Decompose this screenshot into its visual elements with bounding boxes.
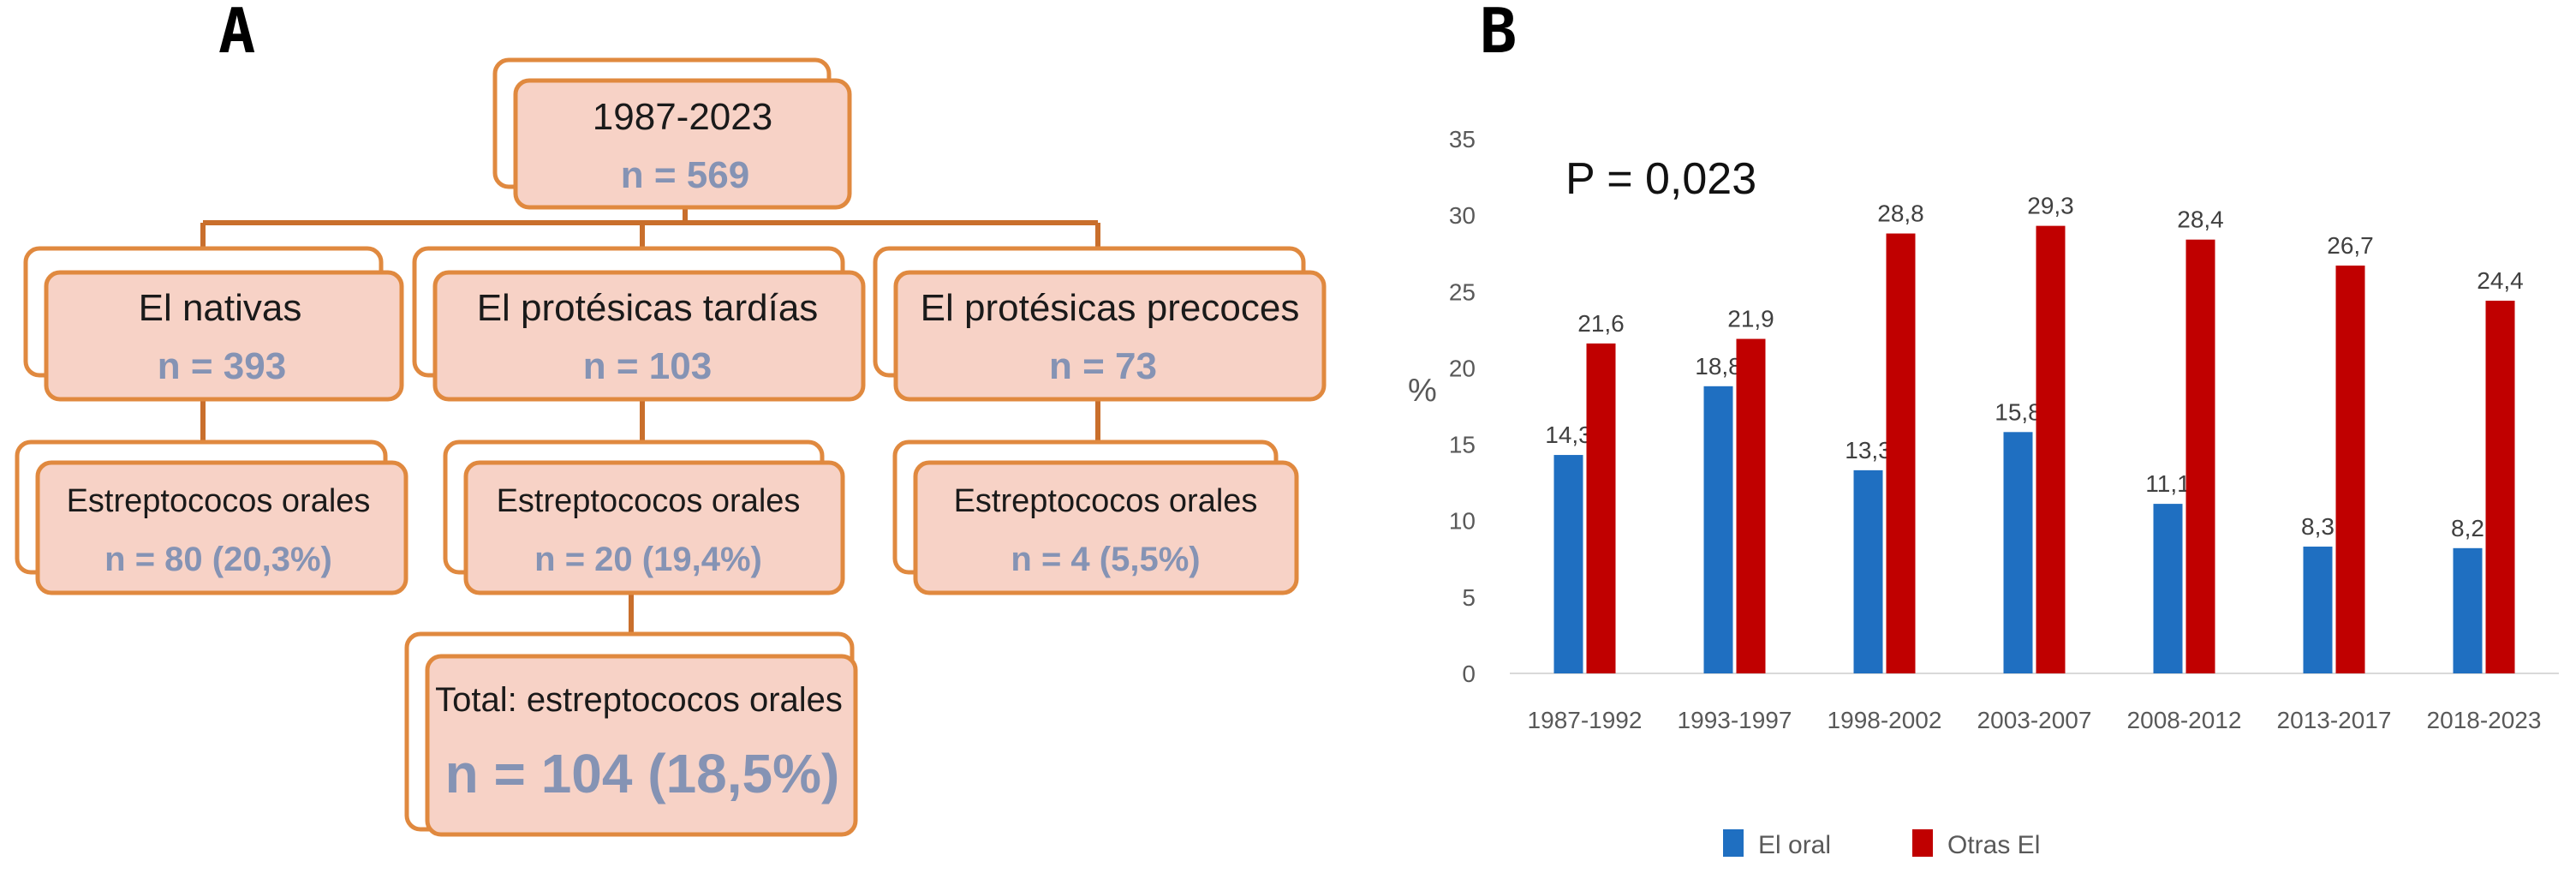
total-box: Total: estreptococos orales n = 104 (18,… — [404, 631, 858, 837]
x-tick-label: 1998-2002 — [1828, 707, 1942, 733]
root-title: 1987-2023 — [593, 96, 772, 138]
bar-otras-el — [2185, 239, 2215, 673]
sub-box-tardias: Estreptococos orales n = 20 (19,4%) — [443, 440, 845, 595]
total-count: n = 104 (18,5%) — [445, 743, 840, 804]
x-tick-label: 2013-2017 — [2277, 707, 2392, 733]
y-tick-label: 35 — [1449, 126, 1476, 152]
bar-otras-el — [1886, 233, 1916, 674]
sub-count-precoces: n = 4 (5,5%) — [1011, 541, 1200, 578]
data-label: 26,7 — [2327, 232, 2374, 259]
x-tick-label: 2008-2012 — [2127, 707, 2242, 733]
x-tick-label: 2018-2023 — [2427, 707, 2542, 733]
box-face — [913, 460, 1299, 595]
legend-swatch-otras-el — [1912, 829, 1933, 857]
sub-box-precoces: Estreptococos orales n = 4 (5,5%) — [892, 440, 1299, 595]
box-face — [432, 270, 866, 402]
bar-otras-el — [2485, 300, 2515, 673]
box-face — [44, 270, 404, 402]
data-label: 28,8 — [1877, 200, 1924, 227]
y-tick-label: 20 — [1449, 355, 1476, 381]
group-count-precoces: n = 73 — [1049, 345, 1157, 387]
data-label: 15,8 — [1995, 398, 2042, 425]
legend-swatch-el-oral — [1723, 829, 1744, 857]
y-tick-label: 0 — [1462, 661, 1476, 687]
bar-el-oral — [2303, 547, 2333, 673]
group-title-nativas: El nativas — [139, 287, 302, 329]
sub-title-tardias: Estreptococos orales — [497, 483, 801, 519]
bar-el-oral — [1553, 455, 1583, 673]
bar-otras-el — [2036, 225, 2066, 673]
root-count: n = 569 — [621, 154, 749, 196]
box-face — [893, 270, 1327, 402]
group-title-tardias: El protésicas tardías — [477, 287, 819, 329]
x-tick-label: 1993-1997 — [1678, 707, 1792, 733]
data-label: 8,3 — [2301, 513, 2334, 540]
legend-label-el-oral: El oral — [1758, 831, 1831, 859]
y-axis: 0 5 10 15 20 25 30 35 — [1449, 126, 1476, 687]
flow-diagram: 1987-2023 n = 569 El nativas n = 393 El … — [15, 57, 1327, 837]
p-value-annotation: P = 0,023 — [1565, 154, 1756, 204]
x-axis: 1987-1992 1993-1997 1998-2002 2003-2007 2008… — [1528, 707, 2542, 733]
group-count-tardias: n = 103 — [583, 345, 712, 387]
sub-title-nativas: Estreptococos orales — [67, 483, 371, 519]
data-label: 21,6 — [1577, 310, 1625, 337]
data-label: 29,3 — [2027, 193, 2074, 219]
legend-label-otras-el: Otras El — [1947, 831, 2040, 859]
y-tick-label: 25 — [1449, 278, 1476, 305]
y-tick-label: 30 — [1449, 202, 1476, 229]
group-title-precoces: El protésicas precoces — [921, 287, 1300, 329]
panel-label-b: B — [1480, 0, 1518, 67]
bar-otras-el — [2335, 265, 2365, 673]
sub-title-precoces: Estreptococos orales — [954, 483, 1258, 519]
y-tick-label: 5 — [1462, 584, 1476, 611]
group-box-nativas: El nativas n = 393 — [23, 246, 404, 402]
bar-el-oral — [2003, 432, 2033, 673]
bar-otras-el — [1586, 343, 1616, 673]
data-label: 8,2 — [2451, 515, 2484, 541]
box-face — [513, 78, 852, 210]
data-label: 28,4 — [2177, 206, 2224, 233]
sub-count-tardias: n = 20 (19,4%) — [534, 541, 762, 578]
x-tick-label: 2003-2007 — [1977, 707, 2092, 733]
data-label: 24,4 — [2477, 267, 2524, 294]
legend: El oral Otras El — [1723, 829, 2040, 859]
bar-el-oral — [2153, 504, 2183, 673]
box-face — [425, 654, 858, 837]
y-tick-label: 15 — [1449, 432, 1476, 458]
plot-area: 14,3 21,6 18,8 21,9 13,3 28,8 15,8 29,3 11,1 28,4… — [1545, 193, 2524, 674]
data-label: 21,9 — [1727, 306, 1774, 332]
data-label: 14,3 — [1545, 422, 1592, 448]
total-title: Total: estreptococos orales — [435, 681, 843, 719]
group-box-precoces: El protésicas precoces n = 73 — [873, 246, 1327, 402]
group-box-tardias: El protésicas tardías n = 103 — [412, 246, 866, 402]
y-tick-label: 10 — [1449, 508, 1476, 535]
y-axis-label: % — [1408, 373, 1437, 409]
data-label: 13,3 — [1845, 437, 1892, 463]
panel-label-a: A — [218, 0, 256, 67]
sub-count-nativas: n = 80 (20,3%) — [104, 541, 332, 578]
data-label: 18,8 — [1695, 353, 1742, 380]
bar-el-oral — [1703, 386, 1733, 673]
box-face — [35, 460, 408, 595]
root-box: 1987-2023 n = 569 — [492, 57, 852, 210]
box-face — [463, 460, 845, 595]
sub-box-nativas: Estreptococos orales n = 80 (20,3%) — [15, 440, 408, 595]
bar-otras-el — [1736, 338, 1766, 673]
group-count-nativas: n = 393 — [158, 345, 286, 387]
data-label: 11,1 — [2145, 470, 2190, 497]
bar-el-oral — [1853, 469, 1883, 673]
x-tick-label: 1987-1992 — [1528, 707, 1643, 733]
bar-el-oral — [2453, 547, 2483, 673]
